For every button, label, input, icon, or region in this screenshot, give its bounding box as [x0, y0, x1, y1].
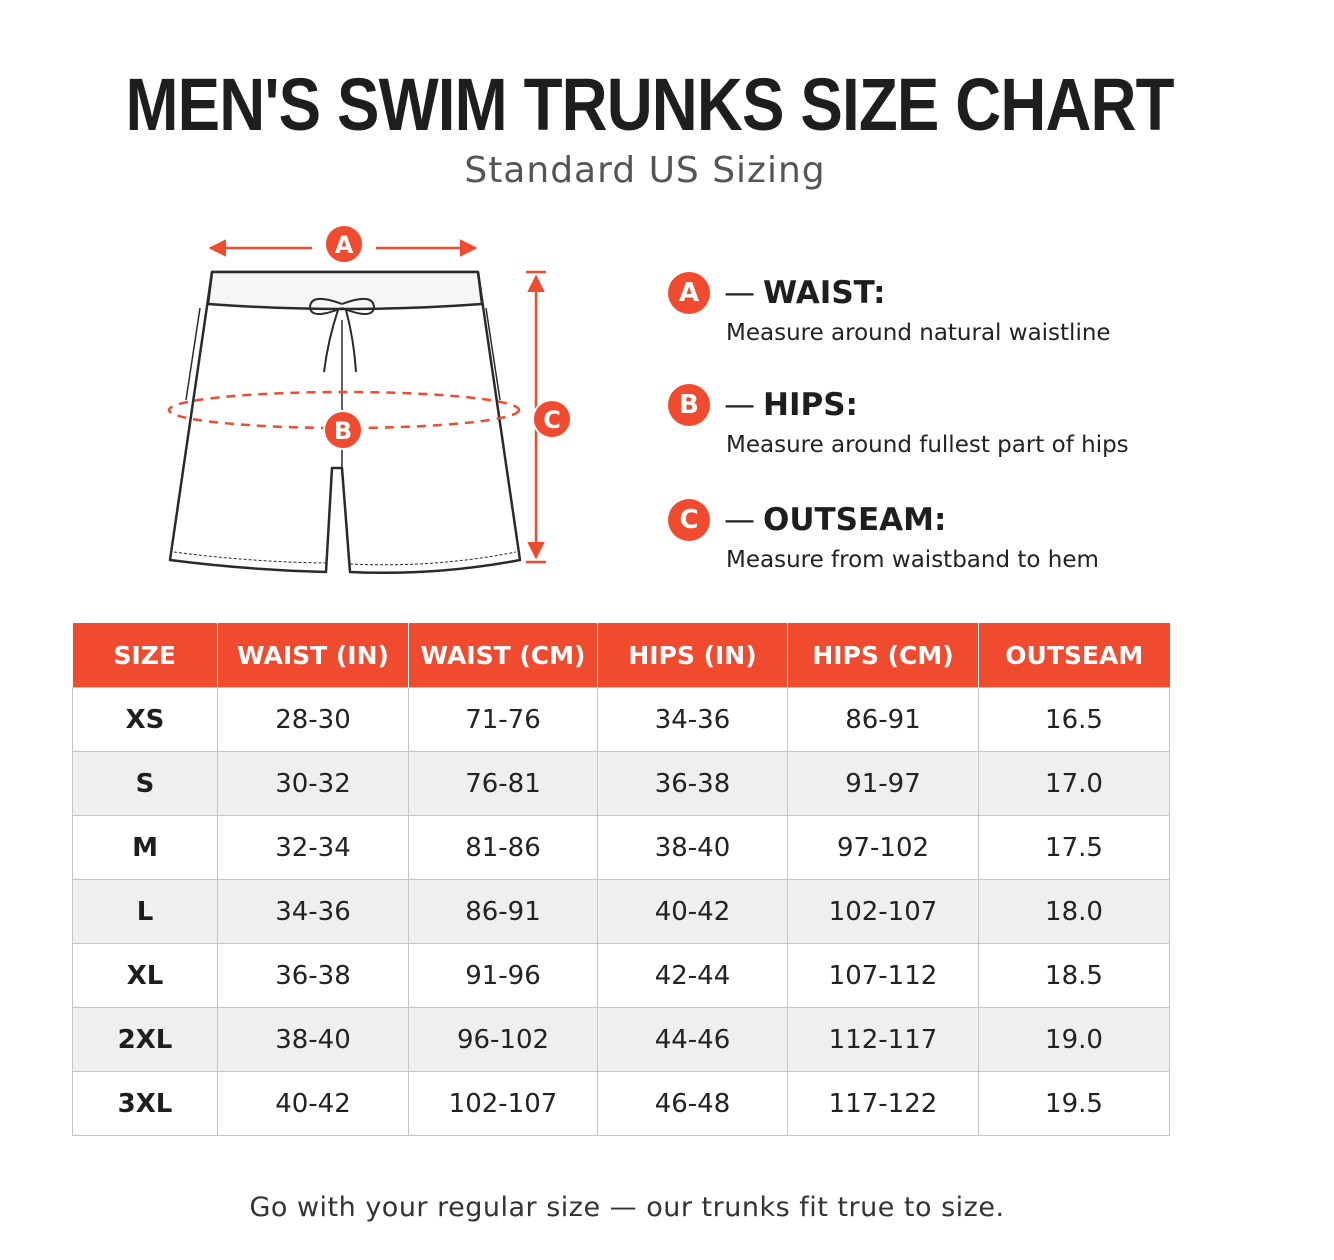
legend-waist-description: Measure around natural waistline: [726, 320, 1111, 346]
table-cell: 117-122: [787, 1071, 979, 1136]
page-title: MEN'S SWIM TRUNKS SIZE CHART: [125, 63, 1174, 146]
header-outseam: OUTSEAM: [978, 623, 1170, 688]
table-cell: 36-38: [217, 943, 409, 1008]
table-cell: 97-102: [787, 815, 979, 880]
table-cell: 19.5: [978, 1071, 1170, 1136]
size-cell: M: [72, 815, 218, 880]
legend-waist-heading: — WAIST:: [724, 275, 886, 311]
table-row: M 32-34 81-86 38-40 97-102 17.5: [72, 815, 1170, 880]
table-row: XS 28-30 71-76 34-36 86-91 16.5: [72, 687, 1170, 752]
table-cell: 40-42: [597, 879, 788, 944]
size-cell: 2XL: [72, 1007, 218, 1072]
size-table: SIZE WAIST (IN) WAIST (CM) HIPS (IN) HIP…: [72, 623, 1170, 1136]
legend-outseam-description: Measure from waistband to hem: [726, 547, 1099, 573]
table-cell: 46-48: [597, 1071, 788, 1136]
table-cell: 19.0: [978, 1007, 1170, 1072]
fit-note: Go with your regular size — our trunks f…: [249, 1192, 1005, 1223]
table-row: 2XL 38-40 96-102 44-46 112-117 19.0: [72, 1007, 1170, 1072]
table-cell: 28-30: [217, 687, 409, 752]
table-cell: 91-96: [408, 943, 598, 1008]
table-cell: 86-91: [408, 879, 598, 944]
table-cell: 38-40: [217, 1007, 409, 1072]
table-cell: 102-107: [408, 1071, 598, 1136]
table-cell: 16.5: [978, 687, 1170, 752]
label-c-badge: C: [532, 399, 572, 439]
size-cell: L: [72, 879, 218, 944]
table-cell: 44-46: [597, 1007, 788, 1072]
table-header-row: SIZE WAIST (IN) WAIST (CM) HIPS (IN) HIP…: [72, 623, 1170, 688]
table-cell: 32-34: [217, 815, 409, 880]
table-cell: 34-36: [217, 879, 409, 944]
svg-text:A: A: [335, 231, 354, 259]
table-row: XL 36-38 91-96 42-44 107-112 18.5: [72, 943, 1170, 1008]
header-hips-cm: HIPS (CM): [787, 623, 979, 688]
svg-text:C: C: [543, 406, 561, 434]
table-row: L 34-36 86-91 40-42 102-107 18.0: [72, 879, 1170, 944]
table-cell: 76-81: [408, 751, 598, 816]
badge-b: B: [668, 384, 710, 426]
table-cell: 18.0: [978, 879, 1170, 944]
legend-hips-description: Measure around fullest part of hips: [726, 432, 1129, 458]
table-cell: 91-97: [787, 751, 979, 816]
size-cell: S: [72, 751, 218, 816]
header-waist-cm: WAIST (CM): [408, 623, 598, 688]
page-subtitle: Standard US Sizing: [464, 150, 826, 191]
table-cell: 40-42: [217, 1071, 409, 1136]
table-cell: 107-112: [787, 943, 979, 1008]
table-cell: 81-86: [408, 815, 598, 880]
size-cell: 3XL: [72, 1071, 218, 1136]
header-waist-in: WAIST (IN): [217, 623, 409, 688]
table-cell: 71-76: [408, 687, 598, 752]
header-size: SIZE: [72, 623, 218, 688]
svg-text:B: B: [334, 417, 352, 445]
header-hips-in: HIPS (IN): [597, 623, 788, 688]
swim-trunks-diagram: A B C: [167, 224, 572, 575]
table-cell: 96-102: [408, 1007, 598, 1072]
table-cell: 17.5: [978, 815, 1170, 880]
badge-a: A: [668, 272, 710, 314]
size-cell: XL: [72, 943, 218, 1008]
size-cell: XS: [72, 687, 218, 752]
table-cell: 112-117: [787, 1007, 979, 1072]
table-cell: 36-38: [597, 751, 788, 816]
label-b-badge: B: [323, 410, 363, 450]
table-cell: 38-40: [597, 815, 788, 880]
table-cell: 17.0: [978, 751, 1170, 816]
badge-c: C: [668, 499, 710, 541]
table-row: S 30-32 76-81 36-38 91-97 17.0: [72, 751, 1170, 816]
table-cell: 42-44: [597, 943, 788, 1008]
table-cell: 18.5: [978, 943, 1170, 1008]
table-cell: 86-91: [787, 687, 979, 752]
table-cell: 102-107: [787, 879, 979, 944]
label-a-badge: A: [324, 224, 364, 264]
drawstring: [308, 297, 376, 373]
legend-hips-heading: — HIPS:: [724, 387, 858, 423]
table-cell: 34-36: [597, 687, 788, 752]
legend-outseam-heading: — OUTSEAM:: [724, 502, 947, 538]
table-cell: 30-32: [217, 751, 409, 816]
table-row: 3XL 40-42 102-107 46-48 117-122 19.5: [72, 1071, 1170, 1136]
